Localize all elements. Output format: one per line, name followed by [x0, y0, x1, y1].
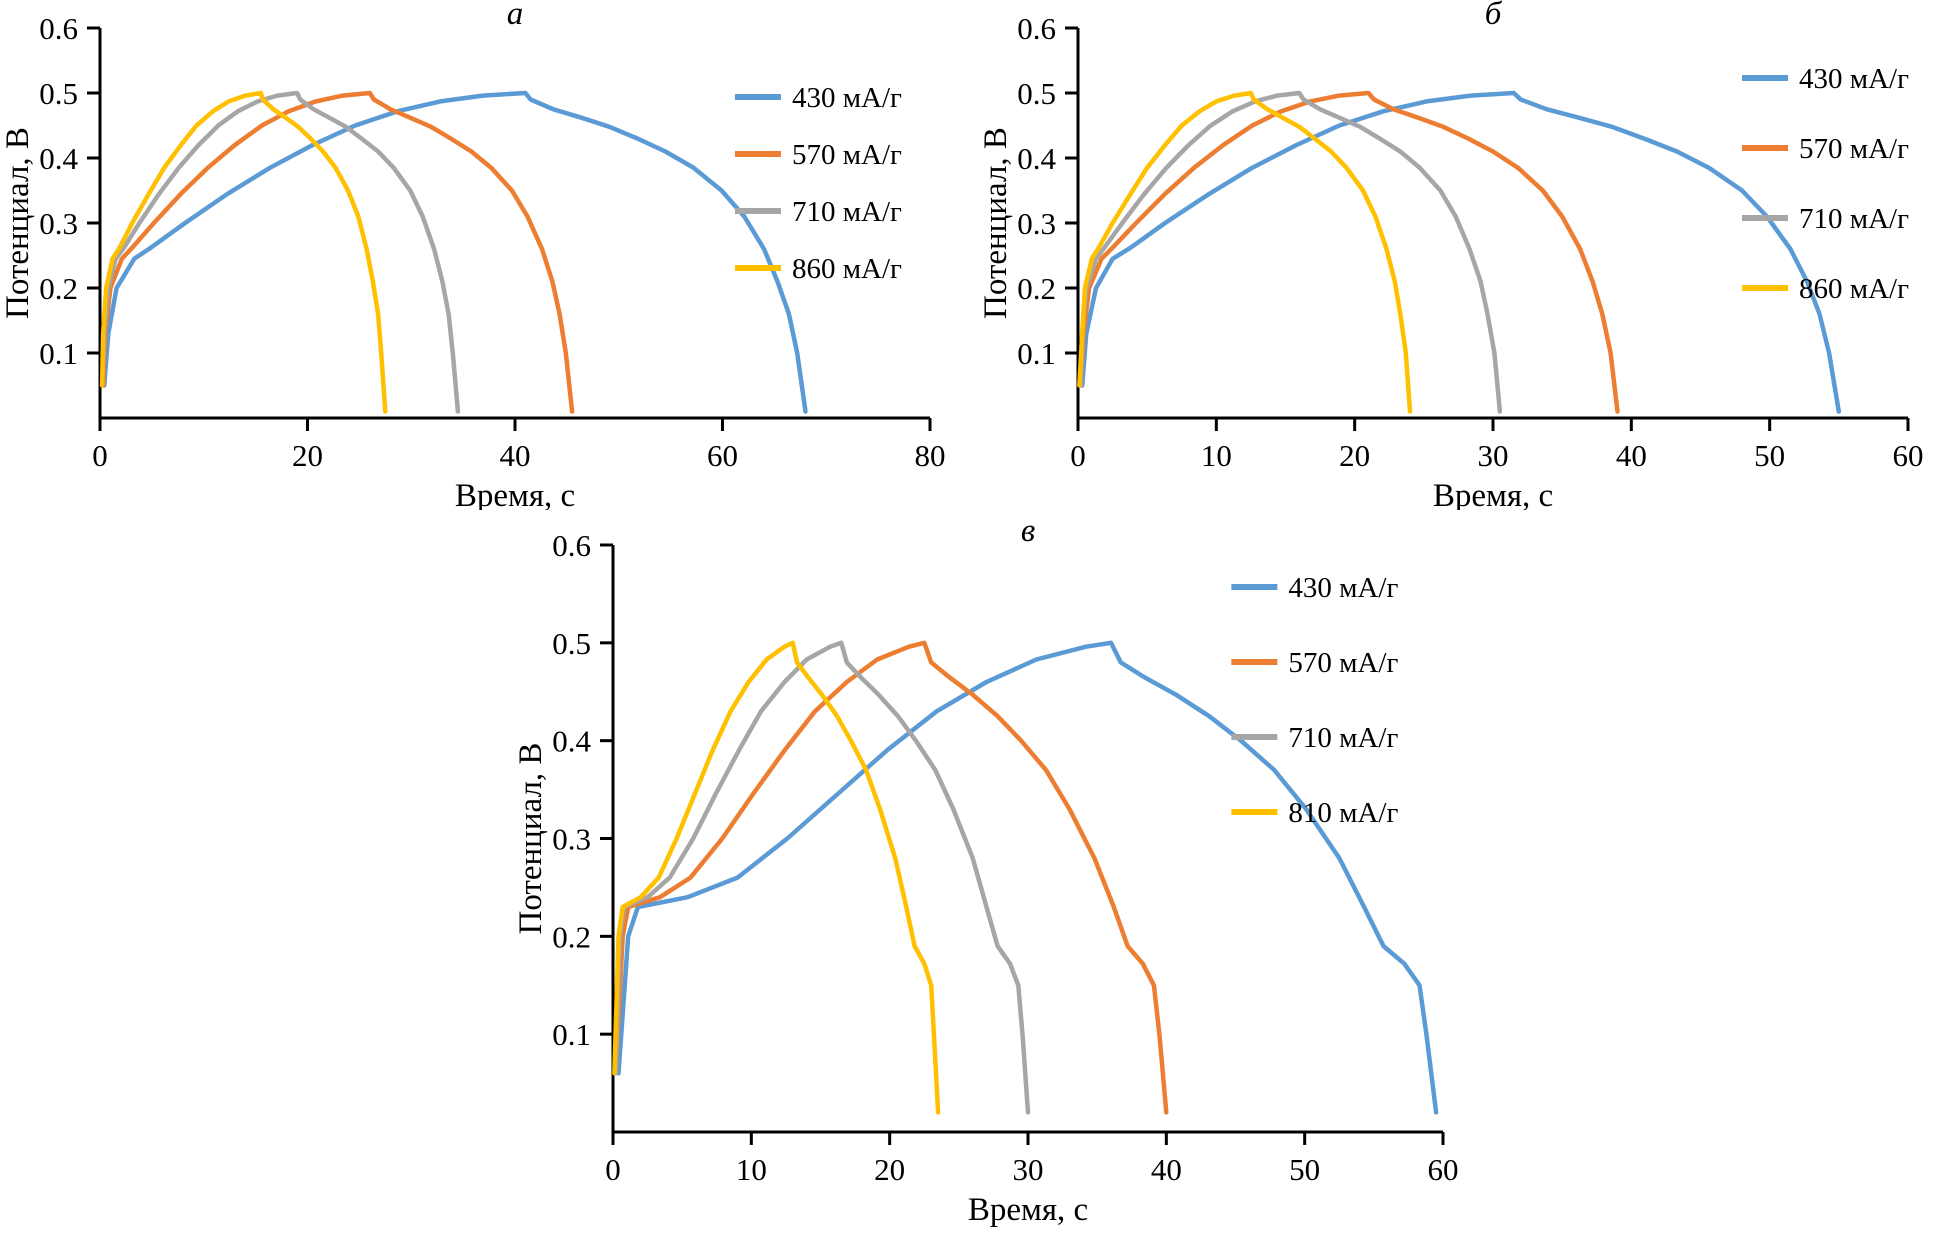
chart-a-svg: 0 20 40 60 80 0.1 0.2 0.3 0.4 0.5 0.6 Время, с Потен…	[0, 0, 946, 514]
y-tick-label: 0.1	[1017, 336, 1056, 371]
x-tick-label: 0	[92, 438, 108, 473]
legend-label: 810 мА/г	[1288, 797, 1398, 829]
legend-label: 570 мА/г	[792, 139, 902, 171]
x-tick-label: 0	[1070, 438, 1086, 473]
legend-label: 860 мА/г	[1799, 273, 1909, 305]
y-tick-label: 0.6	[39, 11, 78, 46]
y-tick-label: 0.1	[552, 1017, 591, 1052]
y-tick-label: 0.5	[1017, 76, 1056, 111]
y-tick-label: 0.2	[552, 919, 591, 954]
series-line-710	[99, 90, 461, 414]
x-tick-label: 80	[915, 438, 946, 473]
legend-label: 710 мА/г	[1288, 722, 1398, 754]
legend-label: 710 мА/г	[792, 196, 902, 228]
x-tick-label: 60	[1428, 1152, 1459, 1187]
y-tick-label: 0.1	[39, 336, 78, 371]
series-line-860	[1077, 90, 1413, 414]
series-line-710	[1078, 90, 1503, 414]
y-tick-label: 0.5	[552, 626, 591, 661]
y-tick-label: 0.2	[39, 271, 78, 306]
x-tick-label: 50	[1289, 1152, 1320, 1187]
series-line-860	[99, 90, 388, 414]
legend-label: 710 мА/г	[1799, 203, 1909, 235]
y-tick-label: 0.3	[1017, 206, 1056, 241]
legend-label: 430 мА/г	[792, 82, 902, 114]
x-tick-label: 10	[736, 1152, 767, 1187]
chart-panel-b: 0 10 20 30 40 50 60 0.1 0.2 0.3 0.4 0.5 0.6 Время, с П…	[978, 0, 1953, 515]
legend-label: 430 мА/г	[1288, 572, 1398, 604]
panel-title: б	[1485, 0, 1503, 32]
x-tick-label: 30	[1478, 438, 1509, 473]
x-axis-title: Время, с	[1433, 478, 1553, 510]
y-tick-label: 0.2	[1017, 271, 1056, 306]
y-tick-label: 0.4	[1017, 141, 1056, 176]
x-tick-label: 40	[500, 438, 531, 473]
y-tick-label: 0.6	[1017, 11, 1056, 46]
x-tick-label: 20	[292, 438, 323, 473]
y-axis-title: Потенциал, В	[513, 743, 549, 935]
series-line-430	[616, 640, 1439, 1115]
chart-panel-v: 0 10 20 30 40 50 60 0.1 0.2 0.3 0.4 0.5 0.6 Время, с П…	[478, 513, 1478, 1245]
series-line-570	[1078, 90, 1620, 414]
x-tick-label: 20	[874, 1152, 905, 1187]
legend-label: 430 мА/г	[1799, 63, 1909, 95]
x-tick-label: 30	[1013, 1152, 1044, 1187]
legend-label: 570 мА/г	[1799, 133, 1909, 165]
y-tick-label: 0.4	[552, 724, 591, 759]
chart-panel-a: 0 20 40 60 80 0.1 0.2 0.3 0.4 0.5 0.6 Время, с Потен…	[0, 0, 975, 515]
series-line-430	[101, 90, 808, 414]
panel-title: в	[1021, 520, 1035, 549]
legend-label: 570 мА/г	[1288, 647, 1398, 679]
series-line-710	[613, 640, 1031, 1115]
y-axis-title: Потенциал, В	[0, 127, 36, 319]
x-axis-title: Время, с	[455, 478, 575, 510]
series-line-430	[1079, 90, 1842, 414]
chart-b-svg: 0 10 20 30 40 50 60 0.1 0.2 0.3 0.4 0.5 0.6 Время, с П…	[978, 0, 1924, 514]
y-tick-label: 0.5	[39, 76, 78, 111]
series-line-810	[612, 640, 941, 1115]
x-tick-label: 60	[707, 438, 738, 473]
legend-label: 860 мА/г	[792, 253, 902, 285]
x-tick-label: 40	[1151, 1152, 1182, 1187]
y-tick-label: 0.3	[39, 206, 78, 241]
x-tick-label: 0	[605, 1152, 621, 1187]
y-tick-label: 0.6	[552, 528, 591, 563]
y-axis-title: Потенциал, В	[978, 127, 1014, 319]
x-tick-label: 40	[1616, 438, 1647, 473]
y-tick-label: 0.4	[39, 141, 78, 176]
x-tick-label: 50	[1754, 438, 1785, 473]
y-tick-label: 0.3	[552, 822, 591, 857]
x-axis-title: Время, с	[968, 1192, 1088, 1228]
x-tick-label: 60	[1893, 438, 1924, 473]
x-tick-label: 10	[1201, 438, 1232, 473]
series-line-570	[100, 90, 575, 414]
chart-v-svg: 0 10 20 30 40 50 60 0.1 0.2 0.3 0.4 0.5 0.6 Время, с П…	[513, 513, 1459, 1228]
x-tick-label: 20	[1339, 438, 1370, 473]
series-line-570	[613, 640, 1169, 1115]
panel-title: а	[507, 0, 524, 32]
